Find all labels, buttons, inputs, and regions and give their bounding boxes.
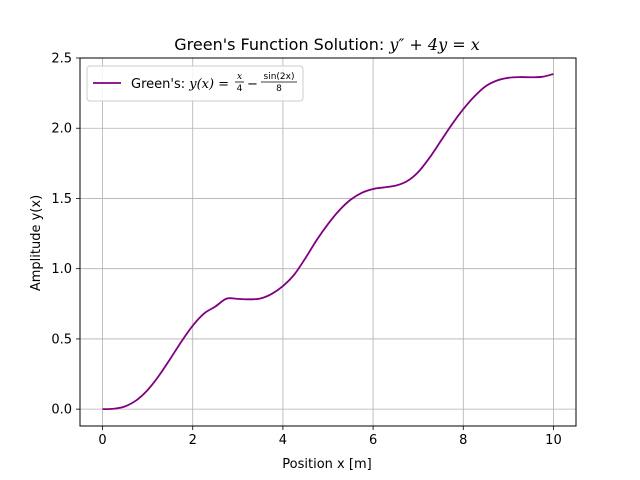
y-tick-label: 1.0 — [51, 262, 72, 277]
chart-title: Green's Function Solution: y″ + 4y = x — [174, 35, 480, 54]
x-axis-label: Position x [m] — [282, 457, 371, 472]
x-tick-label: 8 — [459, 433, 467, 448]
legend-box — [86, 65, 304, 102]
legend-minus: − — [247, 77, 258, 92]
grid — [80, 57, 576, 426]
legend-label: Green's: y(x) = — [131, 77, 229, 92]
x-tick-label: 10 — [545, 433, 562, 448]
legend: Green's: y(x) = x 4 − sin(2x) 8 — [86, 65, 304, 102]
svg-text:4: 4 — [237, 84, 243, 94]
x-tick-label: 6 — [369, 433, 377, 448]
x-tick-label: 2 — [189, 433, 197, 448]
y-tick-label: 0.0 — [51, 403, 72, 418]
y-axis-label: Amplitude y(x) — [29, 195, 44, 291]
series-layer — [102, 73, 554, 411]
plot-frame — [79, 57, 577, 427]
y-tick-label: 2.5 — [51, 52, 72, 67]
y-tick-label: 0.5 — [51, 332, 72, 347]
legend-fraction-x-over-4: x 4 — [235, 72, 244, 94]
series-line — [102, 73, 554, 411]
svg-text:sin(2x): sin(2x) — [264, 72, 295, 82]
y-tick-label: 1.5 — [51, 192, 72, 207]
ticks: 0 2 4 6 8 10 0.0 0.5 1.0 1.5 2.0 2.5 — [51, 52, 561, 449]
x-tick-label: 0 — [98, 433, 106, 448]
y-tick-label: 2.0 — [51, 122, 72, 137]
svg-text:x: x — [237, 72, 242, 82]
x-tick-label: 4 — [279, 433, 287, 448]
svg-text:8: 8 — [276, 84, 282, 94]
legend-fraction-sin2x-over-8: sin(2x) 8 — [261, 72, 297, 94]
